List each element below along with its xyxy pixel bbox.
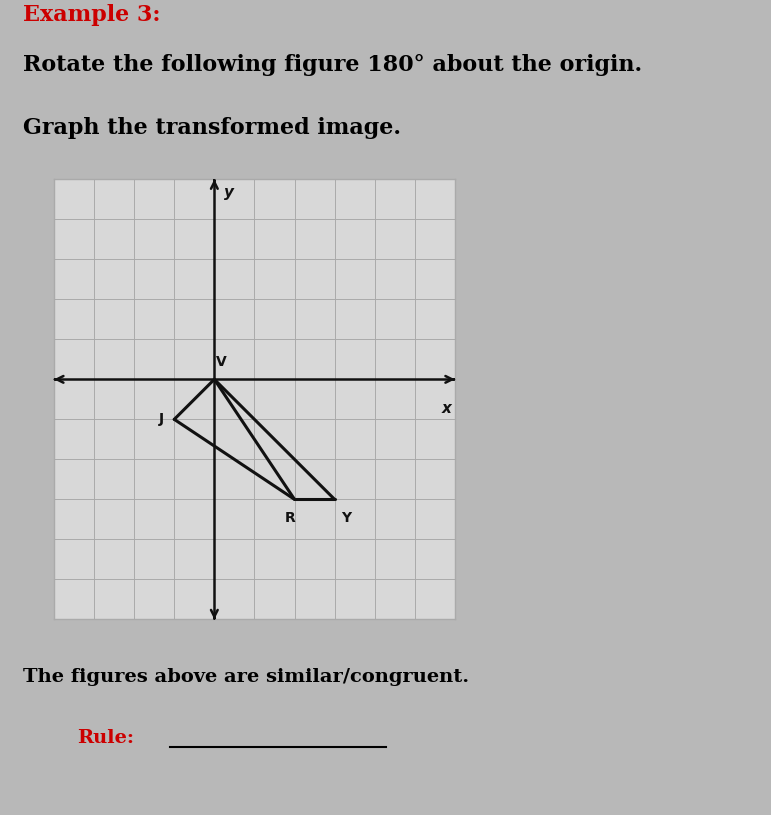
Text: y: y — [224, 185, 234, 200]
Text: The figures above are similar/congruent.: The figures above are similar/congruent. — [23, 668, 470, 686]
Text: Example 3:: Example 3: — [23, 3, 160, 25]
Text: V: V — [217, 355, 227, 369]
Text: x: x — [442, 401, 452, 416]
Text: Graph the transformed image.: Graph the transformed image. — [23, 117, 401, 139]
Text: Rotate the following figure 180° about the origin.: Rotate the following figure 180° about t… — [23, 54, 642, 76]
Text: Rule:: Rule: — [77, 729, 134, 747]
Text: Y: Y — [341, 511, 351, 526]
Text: R: R — [285, 511, 296, 526]
Text: J: J — [159, 412, 164, 426]
